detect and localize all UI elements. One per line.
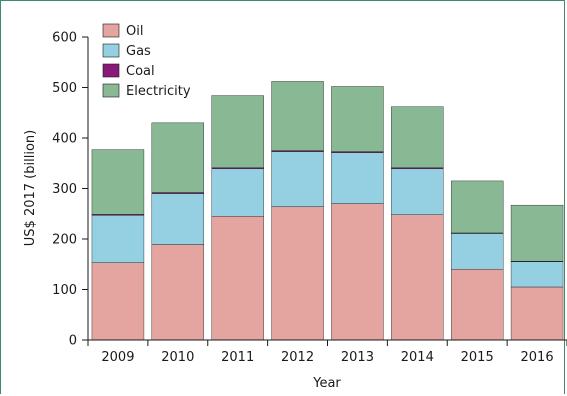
legend-swatch-oil <box>102 23 120 38</box>
bars-layer <box>91 81 564 341</box>
bar-gas-2015 <box>450 233 504 270</box>
y-tick-label-600: 600 <box>52 31 77 46</box>
bar-gas-2011 <box>211 168 264 217</box>
x-tick-label-2011: 2011 <box>221 350 254 365</box>
x-tick-label-2015: 2015 <box>461 350 494 365</box>
bar-gas-2012 <box>271 151 324 207</box>
y-tick-label-200: 200 <box>52 233 77 248</box>
x-tick-label-2013: 2013 <box>341 350 374 365</box>
x-tick-label-2014: 2014 <box>401 350 434 365</box>
bar-gas-2014 <box>391 168 444 215</box>
bar-oil-2013 <box>331 203 384 341</box>
bar-gas-2009 <box>91 215 145 263</box>
legend-label-coal: Coal <box>126 64 155 79</box>
bar-electricity-2015 <box>450 180 504 234</box>
bar-electricity-2009 <box>91 149 145 215</box>
legend-label-oil: Oil <box>126 24 143 39</box>
legend-label-gas: Gas <box>126 44 151 59</box>
x-tick-label-2009: 2009 <box>101 350 134 365</box>
bar-oil-2011 <box>211 216 264 341</box>
bar-oil-2014 <box>391 214 444 341</box>
legend-swatch-coal <box>102 63 120 78</box>
legend-swatch-electricity <box>102 83 120 98</box>
bar-oil-2016 <box>510 286 564 341</box>
bar-gas-2010 <box>151 193 205 245</box>
bar-gas-2016 <box>510 261 564 288</box>
legend-swatch-gas <box>102 43 120 58</box>
bar-gas-2013 <box>331 152 384 204</box>
y-tick-label-300: 300 <box>52 182 77 197</box>
y-tick-label-0: 0 <box>69 334 77 349</box>
bar-oil-2009 <box>91 262 145 341</box>
x-tick-label-2010: 2010 <box>161 350 194 365</box>
x-axis-title: Year <box>312 376 341 391</box>
y-tick-label-100: 100 <box>52 283 77 298</box>
bar-electricity-2014 <box>391 106 444 168</box>
bar-electricity-2016 <box>510 204 564 262</box>
bar-electricity-2013 <box>331 86 384 152</box>
x-tick-label-2012: 2012 <box>281 350 314 365</box>
bar-electricity-2010 <box>151 122 205 193</box>
axes-layer: 0 100 200 300 400 500 600 2009 2010 2011 2012 2013 2… <box>52 31 567 365</box>
y-tick-label-400: 400 <box>52 132 77 147</box>
bar-electricity-2012 <box>271 81 324 151</box>
bar-oil-2015 <box>450 269 504 341</box>
x-tick-label-2016: 2016 <box>521 350 554 365</box>
legend-label-electricity: Electricity <box>126 84 191 99</box>
legend: Oil Gas Coal Electricity <box>102 23 191 99</box>
bar-oil-2010 <box>151 244 205 341</box>
bar-electricity-2011 <box>211 95 264 168</box>
bar-oil-2012 <box>271 206 324 341</box>
y-axis-title: US$ 2017 (billion) <box>23 130 38 246</box>
y-tick-label-500: 500 <box>52 81 77 96</box>
